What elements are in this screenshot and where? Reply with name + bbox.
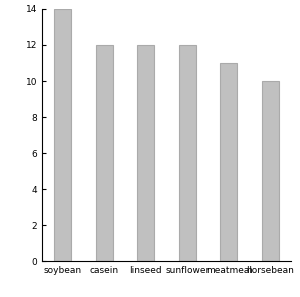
- Bar: [220, 63, 237, 261]
- Bar: [178, 45, 196, 261]
- Bar: [262, 81, 279, 261]
- Bar: [54, 9, 71, 261]
- Bar: [137, 45, 154, 261]
- Bar: [96, 45, 113, 261]
